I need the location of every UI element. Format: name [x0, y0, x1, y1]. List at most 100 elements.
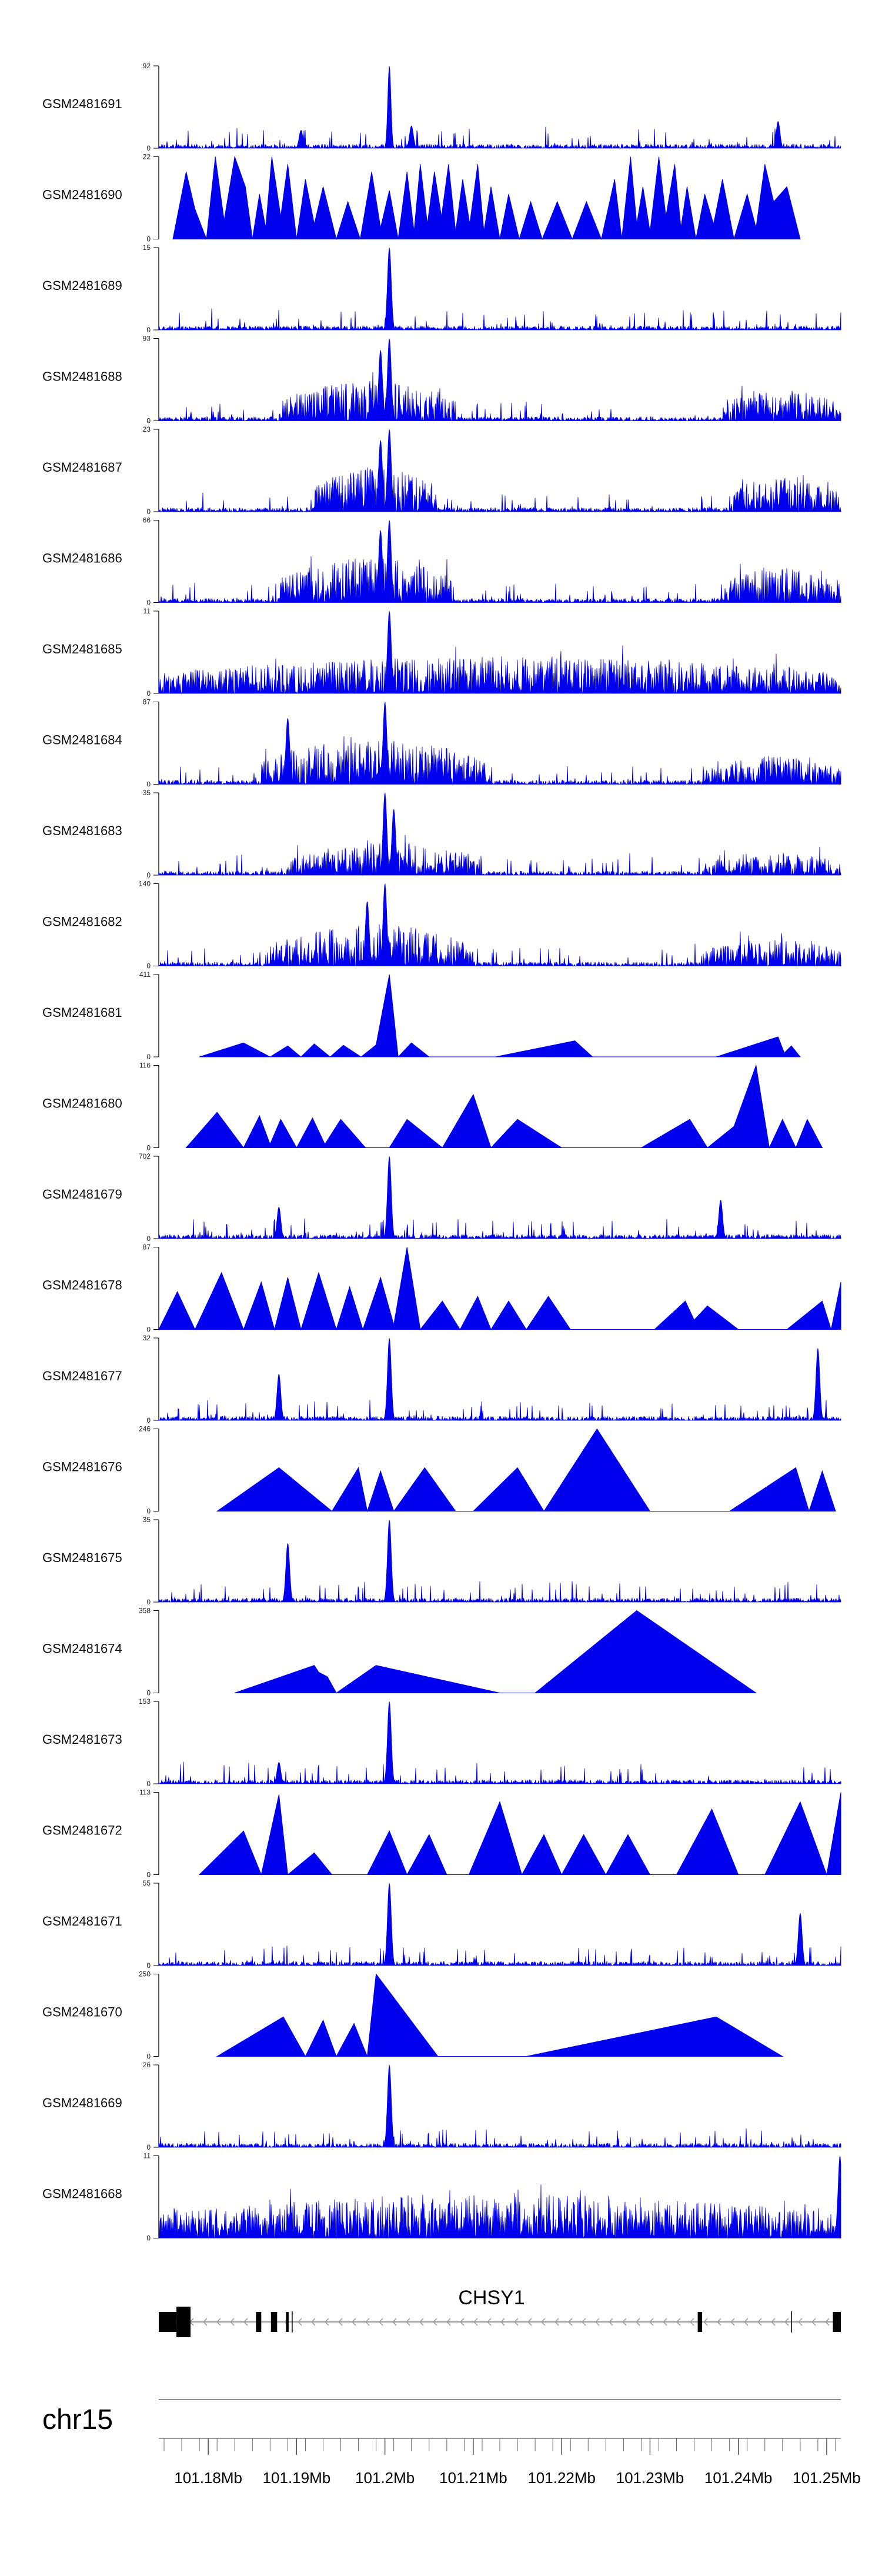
y-tick-label: 0: [146, 1961, 151, 1970]
track: GSM2481685 11 0: [42, 607, 841, 698]
exon: [256, 2312, 262, 2332]
x-tick-label: 101.22Mb: [527, 2469, 596, 2487]
signal-area: [158, 1520, 841, 1603]
track: GSM2481673 153 0: [42, 1697, 841, 1788]
signal-area: [158, 429, 841, 513]
signal-area: [158, 338, 841, 422]
x-tick-label: 101.21Mb: [439, 2469, 507, 2487]
signal-area: [158, 883, 841, 967]
strand-arrow: [527, 2318, 532, 2326]
y-tick-label: 153: [139, 1697, 151, 1706]
strand-arrow: [540, 2318, 546, 2326]
y-tick-label: 0: [146, 689, 151, 698]
y-tick-label: 411: [139, 970, 151, 979]
track-label: GSM2481683: [42, 823, 122, 838]
strand-arrow: [811, 2318, 816, 2326]
track-label: GSM2481670: [42, 2005, 122, 2020]
strand-arrow: [649, 2318, 654, 2326]
y-tick-label: 0: [146, 1871, 151, 1879]
track: GSM2481680 116 0: [42, 1062, 823, 1152]
x-tick-label: 101.2Mb: [355, 2469, 415, 2487]
y-tick-label: 0: [146, 780, 151, 789]
strand-arrow: [378, 2318, 383, 2326]
track-label: GSM2481673: [42, 1732, 122, 1747]
track: GSM2481689 15 0: [42, 243, 841, 334]
y-tick-label: 55: [143, 1879, 151, 1887]
y-tick-label: 11: [143, 2152, 151, 2160]
track-label: GSM2481672: [42, 1823, 122, 1838]
y-tick-label: 0: [146, 1780, 151, 1788]
track-label: GSM2481685: [42, 642, 122, 656]
signal-area: [235, 1610, 757, 1694]
gene-label: CHSY1: [458, 2287, 524, 2309]
track-label: GSM2481686: [42, 551, 122, 566]
y-tick-label: 0: [146, 1053, 151, 1061]
track-label: GSM2481678: [42, 1278, 122, 1293]
track: GSM2481677 32 0: [42, 1334, 841, 1424]
signal-area: [158, 66, 841, 149]
track-label: GSM2481680: [42, 1096, 122, 1111]
y-tick-label: 0: [146, 508, 151, 516]
y-tick-label: 0: [146, 1416, 151, 1424]
strand-arrow: [338, 2318, 343, 2326]
signal-area: [158, 1883, 841, 1967]
signal-area: [158, 1156, 841, 1240]
y-tick-label: 113: [139, 1788, 151, 1797]
signal-area: [199, 974, 801, 1058]
track: GSM2481675 35 0: [42, 1516, 841, 1606]
signal-area: [158, 2065, 841, 2148]
track-label: GSM2481679: [42, 1187, 122, 1202]
exon: [270, 2312, 278, 2332]
track: GSM2481679 702 0: [42, 1152, 841, 1243]
track: GSM2481676 246 0: [42, 1425, 836, 1516]
signal-area: [216, 1428, 836, 1513]
y-tick-label: 116: [139, 1062, 151, 1070]
signal-area: [158, 1338, 841, 1422]
strand-arrow: [324, 2318, 329, 2326]
strand-arrow: [676, 2318, 681, 2326]
y-tick-label: 0: [146, 1598, 151, 1606]
track: GSM2481678 87 0: [42, 1243, 841, 1334]
track-label: GSM2481668: [42, 2187, 122, 2201]
y-tick-label: 0: [146, 235, 151, 243]
y-tick-label: 0: [146, 1507, 151, 1516]
strand-arrow: [473, 2318, 478, 2326]
signal-area: [158, 611, 841, 695]
track: GSM2481682 140 0: [42, 880, 841, 970]
strand-arrow: [229, 2318, 235, 2326]
y-tick-label: 0: [146, 599, 151, 607]
y-tick-label: 26: [143, 2061, 151, 2069]
y-tick-label: 0: [146, 871, 151, 879]
y-tick-label: 11: [143, 607, 151, 615]
strand-arrow: [351, 2318, 356, 2326]
y-tick-label: 0: [146, 962, 151, 970]
signal-area: [172, 155, 801, 241]
genome-axis: chr15 101.18Mb 101.19Mb 101.2Mb 101.21Mb 101…: [42, 2399, 861, 2487]
strand-arrow: [432, 2318, 437, 2326]
y-tick-label: 0: [146, 1326, 151, 1334]
track: GSM2481681 411 0: [42, 970, 801, 1061]
x-tick-label: 101.19Mb: [263, 2469, 331, 2487]
exon: [176, 2307, 191, 2337]
y-tick-label: 0: [146, 2053, 151, 2061]
strand-arrow: [622, 2318, 627, 2326]
y-tick-label: 0: [146, 1234, 151, 1243]
strand-arrow: [703, 2318, 708, 2326]
y-tick-label: 35: [143, 789, 151, 797]
chromosome-label: chr15: [42, 2404, 113, 2435]
strand-arrow: [310, 2318, 316, 2326]
strand-arrow: [202, 2318, 208, 2326]
y-tick-label: 92: [143, 62, 151, 70]
track-label: GSM2481671: [42, 1914, 122, 1928]
signal-area: [158, 248, 841, 331]
exon: [836, 2312, 841, 2332]
track: GSM2481684 87 0: [42, 698, 841, 789]
track-label: GSM2481674: [42, 1641, 122, 1656]
strand-arrow: [405, 2318, 410, 2326]
track-label: GSM2481681: [42, 1005, 122, 1020]
strand-arrow: [216, 2318, 221, 2326]
track-label: GSM2481687: [42, 460, 122, 475]
track: GSM2481687 23 0: [42, 425, 841, 516]
y-tick-label: 93: [143, 335, 151, 343]
strand-arrow: [581, 2318, 586, 2326]
